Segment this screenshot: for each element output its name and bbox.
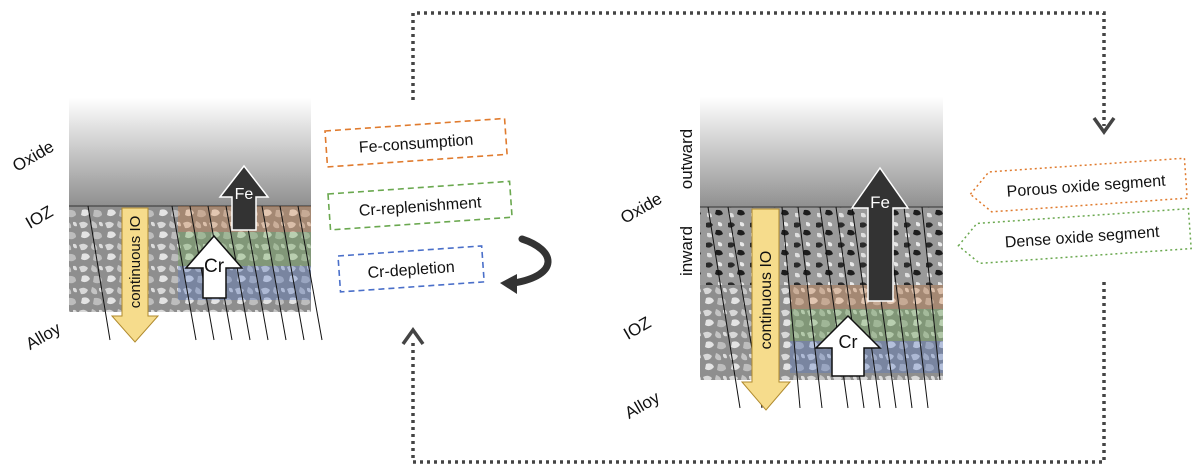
right-oxide-label: Oxide: [617, 189, 665, 228]
top-loop-path: [411, 11, 1106, 126]
left-ioz-label: IOZ: [22, 202, 56, 233]
right-panel: continuous IO Fe Cr outward inward Oxide…: [617, 97, 943, 423]
right-cr-arrow: [814, 314, 882, 377]
right-callouts: Porous oxide segment Dense oxide segment: [957, 157, 1192, 265]
dense-oxide-callout: Dense oxide segment: [957, 207, 1192, 265]
left-oxide-layer: [69, 98, 311, 206]
right-continuous-io-arrow: [740, 208, 792, 411]
left-ioz-layer: [69, 206, 311, 312]
left-continuous-io-label: continuous IO: [127, 216, 144, 309]
right-outward-label: outward: [677, 129, 696, 189]
right-inward-label: inward: [677, 226, 696, 276]
right-continuous-io-label: continuous IO: [758, 251, 775, 350]
right-cr-label: Cr: [839, 332, 858, 352]
cr-depletion-box: Cr-depletion: [337, 245, 486, 293]
cr-replenishment-box: Cr-replenishment: [327, 180, 513, 231]
right-ioz-label: IOZ: [620, 313, 654, 344]
left-oxide-label: Oxide: [9, 137, 57, 176]
left-fe-label: Fe: [235, 186, 254, 203]
top-loop-arrowhead: [1092, 116, 1116, 136]
left-fe-arrow: [218, 164, 270, 231]
left-panel: continuous IO Fe Cr Oxide IOZ Alloy: [9, 98, 323, 354]
right-oxide-layer: [700, 97, 943, 207]
cr-depletion-label: Cr-depletion: [367, 259, 455, 282]
left-alloy-label: Alloy: [23, 319, 65, 354]
porous-oxide-callout: Porous oxide segment: [969, 157, 1188, 213]
cycle-curved-arrowhead: [500, 274, 517, 294]
left-cr-arrow: [184, 234, 244, 299]
right-fe-arrow: [850, 166, 910, 302]
right-alloy-label: Alloy: [622, 388, 664, 423]
left-cr-depletion-band: [178, 266, 311, 300]
left-cr-label: Cr: [204, 256, 225, 277]
bottom-loop-arrowhead: [401, 326, 425, 346]
right-fe-label: Fe: [870, 193, 890, 212]
cycle-curved-arrow: [510, 235, 552, 287]
bottom-loop-path: [411, 282, 1106, 464]
fe-consumption-box: Fe-consumption: [324, 117, 508, 168]
middle-process-boxes: Fe-consumption Cr-replenishment Cr-deple…: [324, 117, 552, 294]
right-fe-consumption-band: [790, 285, 943, 309]
left-continuous-io-arrow: [110, 207, 160, 343]
cycle-loop: [411, 11, 1106, 464]
